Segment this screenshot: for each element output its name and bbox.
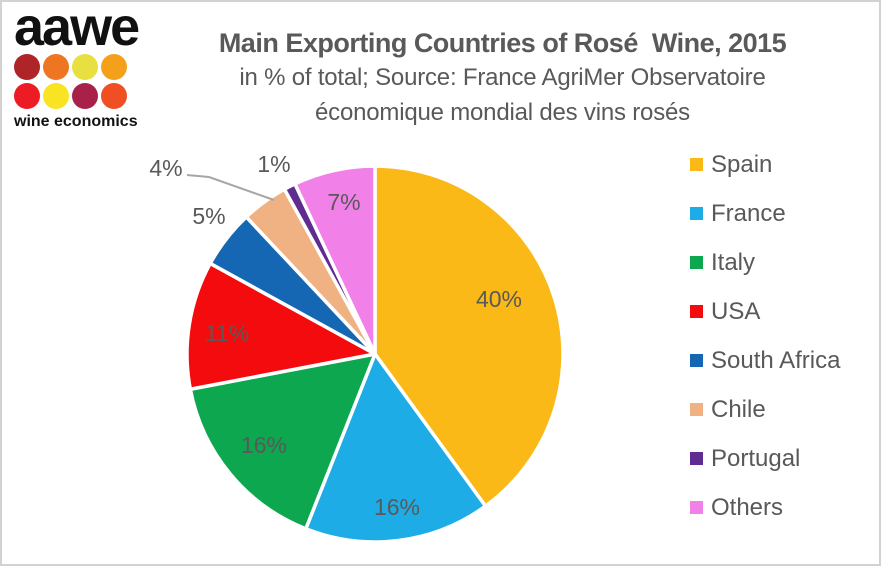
legend: Spain France Italy USA South Africa Chile Port… [690, 150, 841, 544]
legend-item-spain[interactable]: Spain [690, 150, 840, 178]
legend-swatch-south-africa [690, 354, 703, 367]
legend-swatch-others [690, 501, 703, 514]
logo-dot-1 [14, 54, 40, 80]
pie-slice-others[interactable] [293, 164, 377, 356]
legend-item-chile[interactable]: Chile [690, 395, 840, 423]
legend-item-south-africa[interactable]: South Africa [690, 346, 841, 374]
logo-tagline: wine economics [14, 113, 138, 130]
pie-slice-usa[interactable] [185, 261, 377, 391]
legend-item-italy[interactable]: Italy [690, 248, 840, 276]
legend-swatch-italy [690, 256, 703, 269]
pie-label-portugal: 1% [257, 151, 290, 177]
legend-item-france[interactable]: France [690, 199, 840, 227]
chart-subtitle-line2: économique mondial des vins rosés [315, 99, 690, 126]
pie-slice-italy[interactable] [188, 352, 377, 531]
aawe-logo: aawe wine economics [14, 2, 164, 131]
logo-dot-2 [43, 54, 69, 80]
legend-swatch-usa [690, 305, 703, 318]
legend-label: Chile [711, 395, 766, 423]
logo-dot-3 [72, 54, 98, 80]
legend-label: USA [711, 297, 761, 325]
legend-label: Italy [711, 248, 756, 276]
pie-label-south-africa: 5% [192, 203, 225, 229]
logo-dot-5 [14, 83, 40, 109]
logo-dot-4 [101, 54, 127, 80]
legend-swatch-spain [690, 158, 703, 171]
legend-label: France [711, 199, 786, 227]
pie-slice-spain[interactable] [373, 164, 565, 508]
legend-item-portugal[interactable]: Portugal [690, 444, 840, 472]
logo-dot-7 [72, 83, 98, 109]
logo-dot-8 [101, 83, 127, 109]
legend-label: Spain [711, 150, 773, 178]
leader-line-chile [186, 174, 275, 201]
chart-header: Main Exporting Countries of Rosé Wine, 2… [132, 26, 873, 130]
chart-title: Main Exporting Countries of Rosé Wine, 2… [218, 28, 787, 58]
legend-swatch-portugal [690, 452, 703, 465]
pie-slice-france[interactable] [304, 352, 488, 544]
legend-item-others[interactable]: Others [690, 493, 840, 521]
legend-swatch-france [690, 207, 703, 220]
logo-wordmark: aawe [14, 0, 140, 57]
legend-item-usa[interactable]: USA [690, 297, 840, 325]
legend-label: South Africa [711, 346, 841, 374]
legend-swatch-chile [690, 403, 703, 416]
legend-label: Portugal [711, 444, 801, 472]
pie-label-chile: 4% [149, 155, 182, 181]
chart-subtitle-line1: in % of total; Source: France AgriMer Ob… [239, 64, 766, 91]
logo-dot-6 [43, 83, 69, 109]
logo-dots [14, 54, 127, 109]
legend-label: Others [711, 493, 784, 521]
